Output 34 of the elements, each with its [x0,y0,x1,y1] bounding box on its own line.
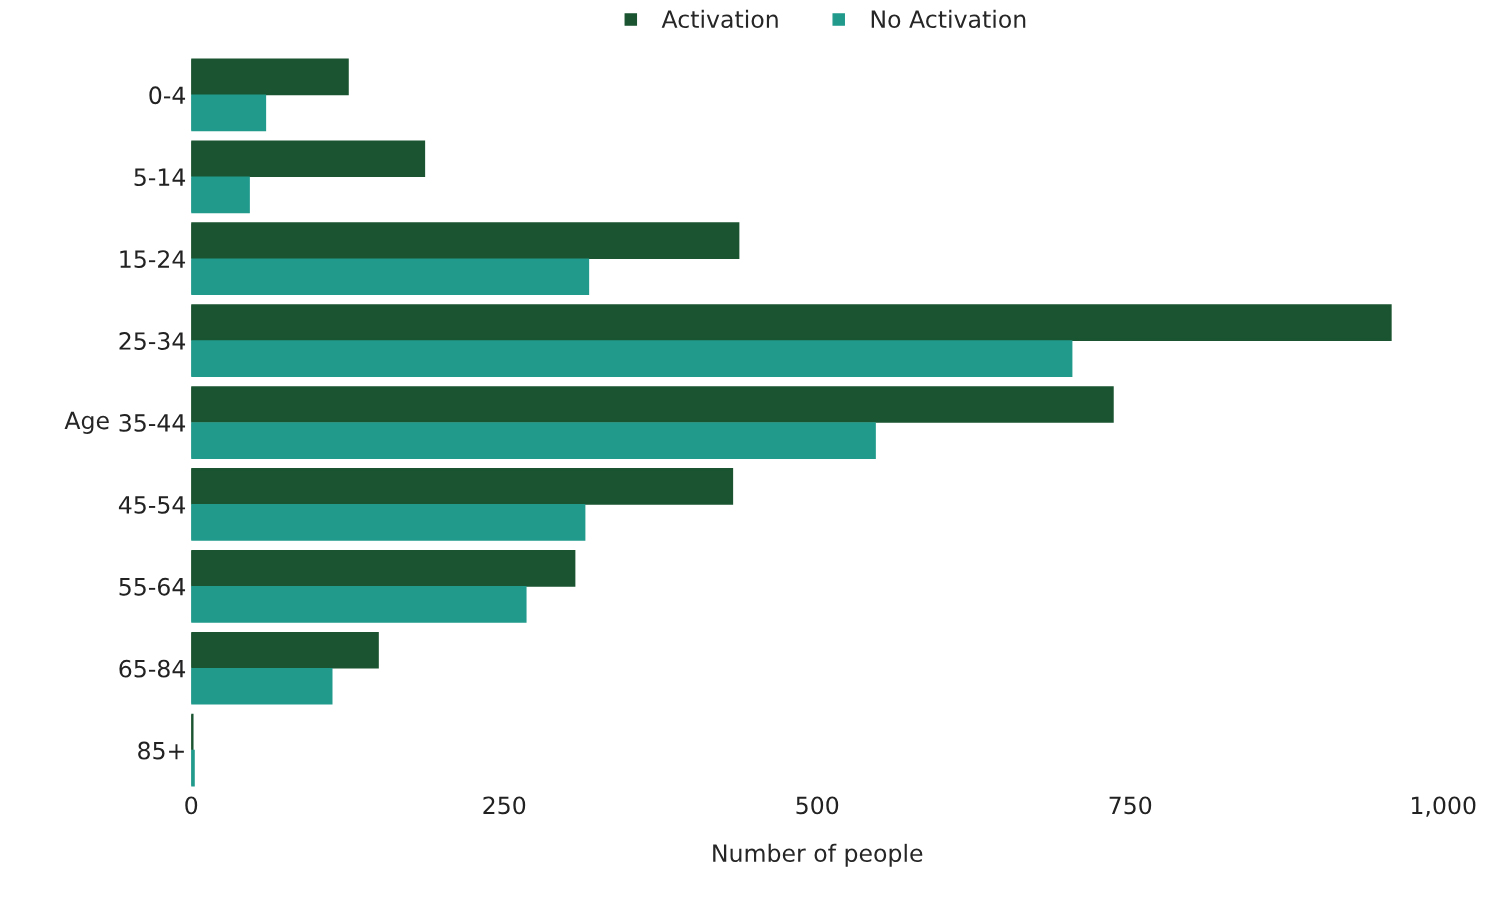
bar [191,586,527,623]
x-tick-label: 250 [483,796,526,815]
x-tick-label: 750 [1109,796,1152,815]
y-tick-label: 55-64 [119,577,186,596]
y-tick-label: 0-4 [149,86,186,105]
bar [191,631,379,669]
legend-label: Activation [661,9,778,29]
y-tick-label: 45-54 [118,496,186,514]
x-tick-label: 500 [796,796,839,815]
y-tick-label: 85+ [138,741,184,760]
bar [191,58,349,96]
y-tick-label: 5-14 [134,168,186,187]
y-axis-title: Age [64,411,109,434]
x-axis-title: Number of people [713,843,923,867]
bar [191,258,590,296]
y-tick-label: 15-24 [120,250,186,269]
bar [191,176,250,214]
bar [191,667,333,705]
x-tick-label: 0 [185,796,198,815]
bar [191,94,267,132]
bar [191,504,586,541]
bar [191,422,876,459]
bar [191,386,1114,423]
y-tick-label: 35-44 [119,413,186,432]
y-tick-label: 65-84 [119,659,186,678]
bar [191,549,576,587]
x-tick-label: 1,000 [1412,796,1476,817]
bar [191,140,426,178]
bar [191,468,734,505]
y-tick-label: 25-34 [119,332,186,350]
legend-label: No Activation [871,9,1026,29]
bar [191,340,1073,377]
bar [191,304,1392,341]
bar [191,222,740,260]
